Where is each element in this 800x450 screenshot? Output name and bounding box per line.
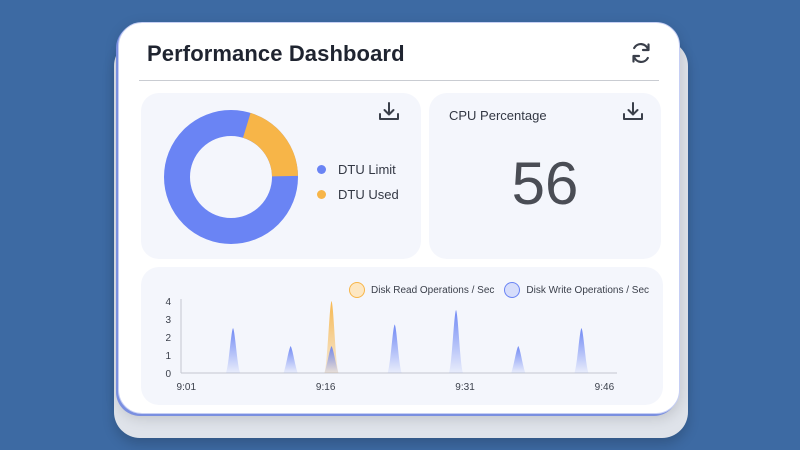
legend-swatch-disk-read <box>349 282 365 298</box>
area-peak-disk-write <box>574 328 589 373</box>
chart-legend: Disk Read Operations / Sec Disk Write Op… <box>349 282 659 298</box>
legend-item-disk-write: Disk Write Operations / Sec <box>504 282 649 298</box>
area-peak-disk-write <box>449 310 464 373</box>
dtu-panel: DTU Limit DTU Used <box>141 93 421 259</box>
area-peak-disk-write <box>387 324 402 373</box>
legend-label: Disk Read Operations / Sec <box>371 284 495 296</box>
y-tick-label: 1 <box>165 351 171 362</box>
y-tick-label: 2 <box>165 333 171 344</box>
refresh-icon[interactable] <box>629 41 653 65</box>
disk-ops-panel: Disk Read Operations / Sec Disk Write Op… <box>141 267 663 405</box>
legend-item-dtu-used: DTU Used <box>317 182 399 207</box>
cpu-panel: CPU Percentage 56 <box>429 93 661 259</box>
legend-dot-dtu-used <box>317 190 326 199</box>
y-tick-label: 4 <box>165 297 171 308</box>
donut-slice-dtu-used <box>164 110 298 244</box>
legend-label: DTU Used <box>338 187 399 202</box>
dashboard-title: Performance Dashboard <box>147 41 405 66</box>
donut-slice-dtu-limit <box>164 110 298 244</box>
legend-item-disk-read: Disk Read Operations / Sec <box>349 282 494 298</box>
dtu-donut-chart <box>164 110 298 244</box>
x-tick-label: 9:46 <box>595 382 615 393</box>
header-divider <box>139 80 659 81</box>
legend-label: Disk Write Operations / Sec <box>526 284 650 296</box>
download-icon[interactable] <box>377 101 401 123</box>
area-peak-disk-write <box>226 328 241 373</box>
y-tick-label: 0 <box>165 369 171 380</box>
cpu-value: 56 <box>511 150 579 217</box>
dtu-legend: DTU Limit DTU Used <box>317 157 399 207</box>
cpu-label: CPU Percentage <box>449 108 547 123</box>
x-tick-label: 9:16 <box>316 382 336 393</box>
dashboard-card: Performance Dashboard DTU Limit DT <box>118 22 680 414</box>
area-peak-disk-read <box>324 301 339 373</box>
legend-label: DTU Limit <box>338 162 396 177</box>
legend-dot-dtu-limit <box>317 165 326 174</box>
x-tick-label: 9:31 <box>455 382 475 393</box>
area-peak-disk-write <box>283 346 298 373</box>
y-tick-label: 3 <box>165 315 171 326</box>
area-peak-disk-write <box>511 346 526 373</box>
legend-item-dtu-limit: DTU Limit <box>317 157 399 182</box>
disk-ops-chart: 4 3 2 1 0 9:01 9:16 9:31 9:46 <box>165 297 617 393</box>
download-icon[interactable] <box>621 101 645 123</box>
area-peak-disk-write <box>324 346 339 373</box>
legend-swatch-disk-write <box>504 282 521 298</box>
dashboard-header: Performance Dashboard <box>119 23 679 81</box>
x-tick-label: 9:01 <box>177 382 197 393</box>
